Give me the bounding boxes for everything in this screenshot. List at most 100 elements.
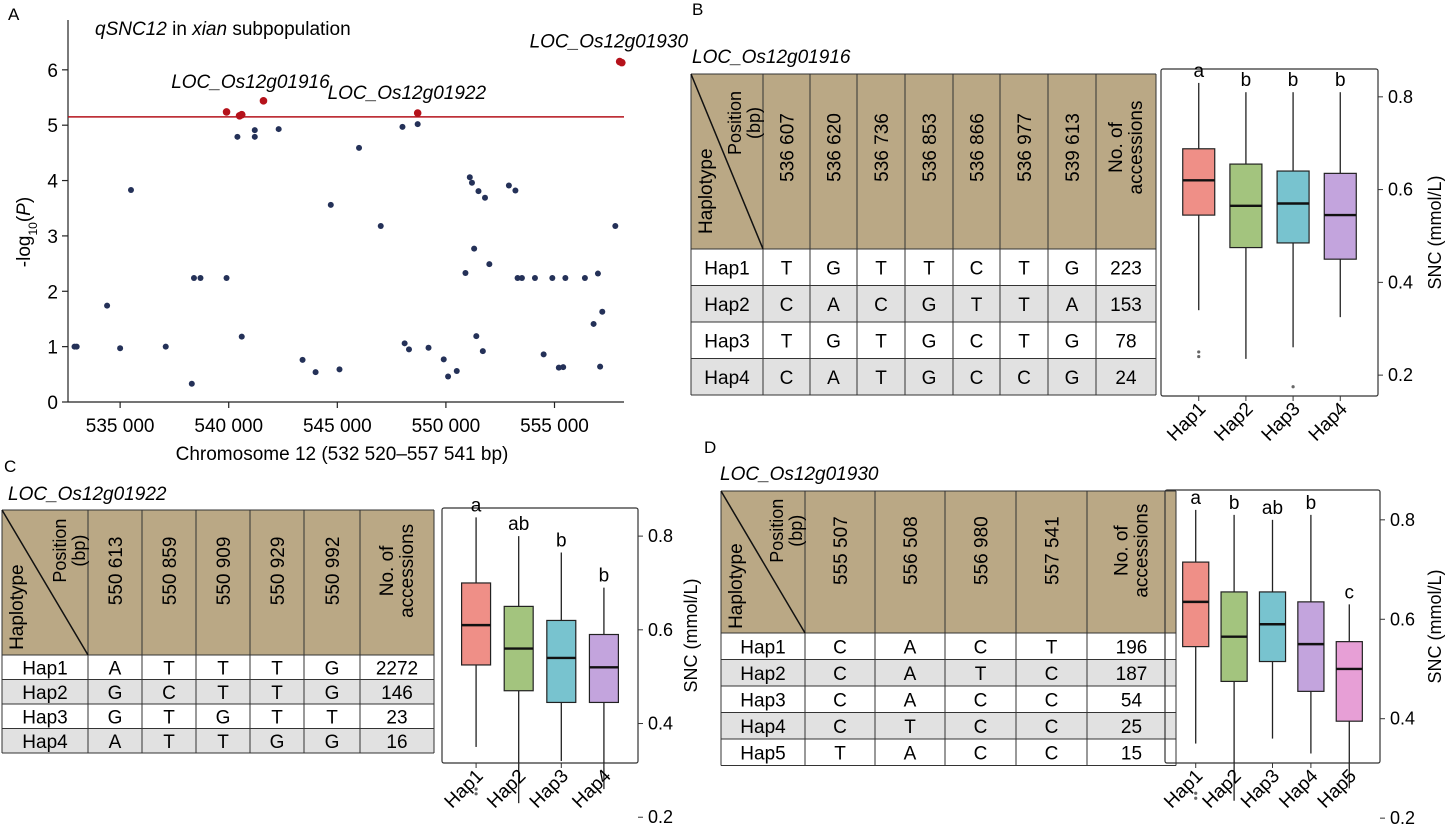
snp-point xyxy=(549,274,556,281)
y-tick-label: 0.6 xyxy=(1388,180,1413,200)
column-header-line: accessions xyxy=(1132,504,1153,598)
table-cell: T xyxy=(163,732,175,753)
column-header: 555 507 xyxy=(831,516,852,585)
table-row-bg xyxy=(2,655,434,680)
table-cell: G xyxy=(108,707,123,728)
x-tick-label: 550 000 xyxy=(412,416,481,437)
table-cell: G xyxy=(1065,258,1080,279)
table-cell: A xyxy=(904,743,917,764)
table-cell: C xyxy=(970,368,984,389)
table-cell: G xyxy=(270,732,285,753)
table-cell: C xyxy=(1045,690,1059,711)
y-tick-label: 0.8 xyxy=(1390,510,1415,530)
column-header-line: 536 607 xyxy=(778,113,799,182)
corner-label-haplotype: Haplotype xyxy=(726,543,747,629)
table-cell: T xyxy=(271,683,283,704)
manhattan-y-axis-label: -log10(P) xyxy=(14,197,40,267)
column-header: 536 977 xyxy=(1015,113,1036,182)
column-header: 550 613 xyxy=(106,537,127,606)
haplotype-name: Hap1 xyxy=(740,637,785,658)
y-tick-label: 5 xyxy=(47,116,58,137)
outlier-point xyxy=(1197,350,1201,354)
corner-label-position-line: Position xyxy=(50,519,70,583)
y-tick-label: 0.6 xyxy=(1390,609,1415,629)
snp-point xyxy=(104,302,111,309)
y-label-p: P xyxy=(14,203,35,216)
snp-point xyxy=(445,373,452,380)
table-cell: 2272 xyxy=(376,658,418,679)
column-header: 536 736 xyxy=(872,113,893,182)
table-cell: T xyxy=(875,258,887,279)
table-cell: C xyxy=(833,717,847,738)
significance-letter: b xyxy=(556,531,567,552)
snp-point xyxy=(356,144,363,151)
table-cell: T xyxy=(271,658,283,679)
snp-point xyxy=(275,126,282,133)
table-cell: G xyxy=(325,658,340,679)
haplotype-name: Hap3 xyxy=(704,331,749,352)
significance-letter: a xyxy=(1190,488,1201,509)
panel-a-title-in: in xyxy=(167,19,192,40)
panel-label-b: B xyxy=(692,0,703,19)
x-tick-label: Hap3 xyxy=(1258,399,1305,446)
x-tick-label: 545 000 xyxy=(303,416,372,437)
column-header: 536 866 xyxy=(968,113,989,182)
column-header-line: 539 613 xyxy=(1063,113,1084,182)
x-tick-label: Hap2 xyxy=(483,766,530,813)
snp-point xyxy=(512,187,519,194)
table-cell: G xyxy=(826,258,841,279)
corner-label-position-line: (bp) xyxy=(744,107,764,139)
y-label-subscript: 10 xyxy=(26,222,40,236)
gene-label: LOC_Os12g01930 xyxy=(530,32,689,53)
table-cell: A xyxy=(827,368,840,389)
table-cell: G xyxy=(108,683,123,704)
significant-snp-point xyxy=(237,110,246,119)
box xyxy=(1335,641,1363,722)
significance-letter: b xyxy=(1229,493,1240,514)
table-cell: C xyxy=(780,368,794,389)
manhattan-x-axis-label: Chromosome 12 (532 520–557 541 bp) xyxy=(176,444,509,465)
table-cell: 15 xyxy=(1121,743,1142,764)
table-header-bg xyxy=(721,491,1176,633)
x-tick-label: Hap1 xyxy=(1163,399,1210,446)
table-cell: T xyxy=(217,658,229,679)
column-header-line: No. of xyxy=(1106,121,1127,172)
table-row-bg xyxy=(721,739,1176,766)
table-cell: C xyxy=(1045,717,1059,738)
snp-point xyxy=(377,222,384,229)
column-header: No. ofaccessions xyxy=(1106,101,1147,195)
y-label-close: ) xyxy=(14,197,35,203)
table-cell: G xyxy=(922,295,937,316)
table-cell: C xyxy=(1045,664,1059,685)
table-cell: 23 xyxy=(386,707,407,728)
significance-letter: ab xyxy=(508,514,529,535)
table-header-bg xyxy=(691,74,1156,249)
outlier-point xyxy=(474,787,478,791)
manhattan-axes: 0 1 2 3 4 5 6 535 000 540 000 545 000 550 000 555 0… xyxy=(47,20,624,437)
snp-point xyxy=(399,123,406,130)
table-cell: G xyxy=(216,707,231,728)
table-cell: C xyxy=(970,331,984,352)
x-tick-label: Hap2 xyxy=(1210,399,1257,446)
significance-letter: b xyxy=(599,566,610,587)
panel-a-title-group: xian xyxy=(191,19,227,40)
corner-label-haplotype: Haplotype xyxy=(7,564,28,650)
snp-point xyxy=(327,201,334,208)
table-cell: 196 xyxy=(1116,637,1148,658)
y-tick-label: 4 xyxy=(47,172,58,193)
y-tick-label: 0.2 xyxy=(1390,808,1415,824)
column-header: 536 620 xyxy=(825,113,846,182)
snp-point xyxy=(562,274,569,281)
corner-label-position-line: (bp) xyxy=(786,515,806,547)
column-header-line: 536 620 xyxy=(825,113,846,182)
haplotype-name: Hap2 xyxy=(740,664,785,685)
column-header: 557 541 xyxy=(1043,516,1064,585)
snp-point xyxy=(299,356,306,363)
table-cell: C xyxy=(970,258,984,279)
column-header: 536 853 xyxy=(920,113,941,182)
snp-point xyxy=(117,345,124,352)
